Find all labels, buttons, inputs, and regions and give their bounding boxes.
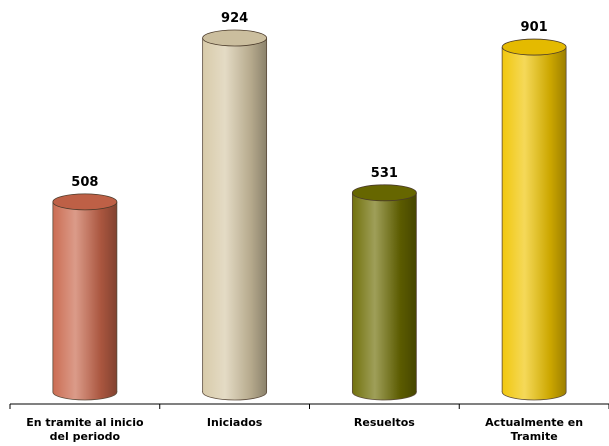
x-axis bbox=[9, 403, 609, 409]
data-label: 531 bbox=[371, 166, 398, 181]
x-tick-label: Iniciados bbox=[207, 416, 263, 429]
x-tick-label: Resueltos bbox=[354, 416, 415, 429]
x-tick-label: Tramite bbox=[511, 430, 558, 443]
x-tick-label: del periodo bbox=[50, 430, 121, 443]
bar-body bbox=[502, 47, 567, 392]
bar bbox=[351, 184, 417, 401]
x-tick-label: Actualmente en bbox=[485, 416, 583, 429]
bar-top-cap bbox=[351, 184, 417, 202]
bar-top-cap bbox=[52, 193, 118, 211]
bar-top-cap bbox=[501, 38, 567, 56]
bar bbox=[501, 38, 567, 401]
bar-body bbox=[352, 192, 417, 392]
bars bbox=[52, 29, 567, 401]
bar-top-cap bbox=[202, 29, 268, 47]
bar-body bbox=[202, 38, 267, 392]
x-tick-label: En tramite al inicio bbox=[26, 416, 144, 429]
data-label: 508 bbox=[71, 175, 98, 190]
data-label: 924 bbox=[221, 11, 248, 26]
bar bbox=[202, 29, 268, 401]
bar bbox=[52, 193, 118, 401]
data-label: 901 bbox=[521, 20, 548, 35]
bar-body bbox=[52, 201, 117, 392]
